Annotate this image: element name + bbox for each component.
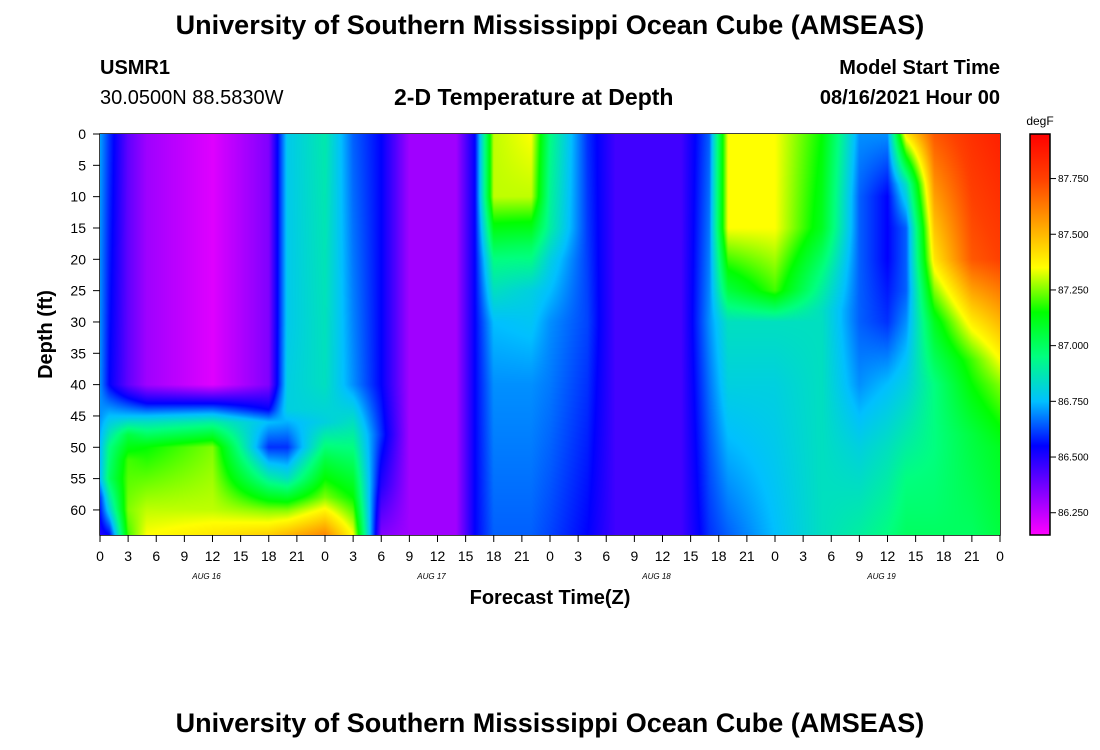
x-tick-label: 9 [180,548,188,564]
x-tick-label: 15 [458,548,474,564]
x-tick-label: 12 [655,548,671,564]
x-tick-label: 3 [799,548,807,564]
x-tick-label: 18 [486,548,502,564]
colorbar-tick-label: 87.500 [1058,230,1089,241]
y-tick-label: 40 [70,377,86,393]
footer-title: University of Southern Mississippi Ocean… [175,708,925,738]
x-tick-label: 6 [602,548,610,564]
y-tick-label: 5 [78,157,86,173]
colorbar [1029,133,1051,536]
x-tick-label: 21 [289,548,305,564]
model-start-label: Model Start Time [839,57,1000,79]
colorbar-tick-label: 86.500 [1058,453,1089,464]
station-location: 30.0500N 88.5830W [100,87,284,109]
station-id: USMR1 [100,57,171,79]
y-tick-label: 30 [70,314,86,330]
x-tick-label: 15 [683,548,699,564]
y-tick-label: 20 [70,251,86,267]
date-label: AUG 18 [641,572,671,581]
y-tick-label: 35 [70,345,86,361]
date-label: AUG 16 [191,572,221,581]
colorbar-tick-label: 87.250 [1058,285,1089,296]
colorbar-tick-label: 86.750 [1058,397,1089,408]
x-tick-label: 9 [630,548,638,564]
x-tick-label: 18 [261,548,277,564]
date-label: AUG 19 [866,572,896,581]
x-tick-label: 15 [233,548,249,564]
date-label: AUG 17 [416,572,446,581]
colorbar-tick-label: 86.250 [1058,508,1089,519]
x-tick-label: 6 [152,548,160,564]
y-tick-label: 0 [78,126,86,142]
x-tick-label: 0 [546,548,554,564]
y-tick-label: 45 [70,408,86,424]
x-tick-label: 21 [514,548,530,564]
y-tick-label: 25 [70,283,86,299]
y-tick-label: 55 [70,471,86,487]
y-tick-label: 15 [70,220,86,236]
x-tick-label: 3 [124,548,132,564]
x-tick-label: 12 [880,548,896,564]
model-start-value: 08/16/2021 Hour 00 [819,87,1000,109]
colorbar-tick-label: 87.000 [1058,341,1089,352]
colorbar-tick-label: 87.750 [1058,174,1089,185]
y-tick-label: 60 [70,502,86,518]
x-tick-label: 9 [405,548,413,564]
x-tick-label: 0 [321,548,329,564]
x-tick-label: 0 [771,548,779,564]
x-tick-label: 18 [936,548,952,564]
x-tick-label: 12 [205,548,221,564]
x-tick-label: 9 [855,548,863,564]
x-tick-label: 21 [739,548,755,564]
temperature-heatmap [100,134,1000,535]
x-tick-label: 15 [908,548,924,564]
x-tick-label: 0 [96,548,104,564]
colorbar-unit: degF [1026,114,1053,128]
x-tick-label: 12 [430,548,446,564]
x-tick-label: 18 [711,548,727,564]
x-axis-label: Forecast Time(Z) [470,587,631,609]
x-tick-label: 3 [349,548,357,564]
x-tick-label: 3 [574,548,582,564]
x-tick-label: 21 [964,548,980,564]
x-tick-label: 6 [827,548,835,564]
y-tick-label: 10 [70,189,86,205]
y-tick-label: 50 [70,439,86,455]
x-tick-label: 0 [996,548,1004,564]
product-title: 2-D Temperature at Depth [394,84,674,110]
y-axis-label: Depth (ft) [35,290,57,379]
x-tick-label: 6 [377,548,385,564]
page-title: University of Southern Mississippi Ocean… [175,10,925,40]
